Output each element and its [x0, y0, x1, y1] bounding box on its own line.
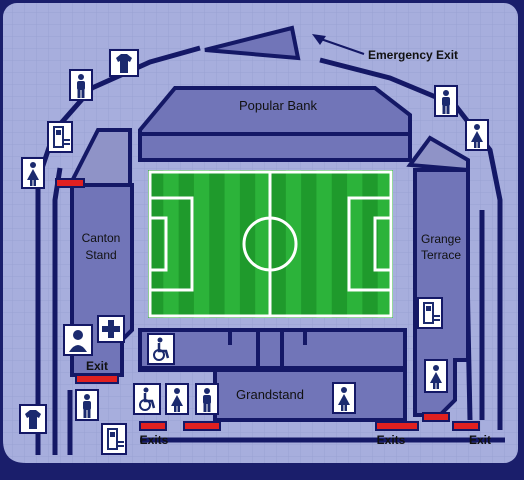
exit-markers [55, 178, 480, 431]
male-toilet-icon [69, 69, 93, 101]
grange-terrace-stand [406, 135, 470, 417]
phone-icon [47, 121, 73, 153]
emergency-exit-label: Emergency Exit [368, 48, 458, 62]
shirt-icon [109, 49, 139, 77]
female-toilet-icon [165, 383, 189, 415]
exit-label-west: Exit [86, 359, 108, 373]
female-toilet-icon [424, 359, 448, 393]
stand-label-north: Popular Bank [239, 98, 318, 113]
exit-marker-west [75, 374, 119, 384]
exit-marker-southeast-2 [452, 421, 480, 431]
pitch-stripe [316, 170, 332, 318]
wheelchair-icon [147, 333, 175, 365]
steward-icon [63, 324, 93, 356]
football-pitch [148, 170, 393, 318]
frame-bottom [3, 440, 518, 475]
exit-marker-south-1 [139, 421, 167, 431]
stand-label-west-1: Canton [82, 231, 121, 245]
male-toilet-icon [434, 85, 458, 117]
pitch-stripe [224, 170, 240, 318]
exit-marker-south-3 [375, 421, 419, 431]
exit-marker-southeast-1 [422, 412, 450, 422]
phone-icon [417, 297, 443, 329]
female-toilet-icon [465, 119, 489, 151]
pitch-stripe [163, 170, 179, 318]
pitch-stripe [193, 170, 210, 318]
shirt-icon [19, 404, 47, 434]
wheelchair-icon [133, 383, 161, 415]
female-toilet-icon [21, 157, 45, 189]
northeast-wedge [204, 25, 301, 61]
pitch-stripe [285, 170, 302, 318]
phone-icon [101, 423, 127, 455]
popular-bank-stand [138, 86, 412, 162]
male-toilet-icon [75, 389, 99, 421]
emergency-exit-arrow [312, 34, 365, 55]
stand-label-west-2: Stand [85, 248, 116, 262]
exit-label-southeast: Exit [469, 433, 491, 447]
exit-marker-west-upper [55, 178, 85, 188]
female-toilet-icon [332, 382, 356, 414]
pitch-stripe [255, 170, 271, 318]
pitch-stripe [347, 170, 363, 318]
male-toilet-icon [195, 383, 219, 415]
exit-marker-south-2 [183, 421, 221, 431]
exit-label-south-left: Exits [140, 433, 169, 447]
stand-label-south: Grandstand [236, 387, 304, 402]
stand-label-east-2: Terrace [421, 248, 461, 262]
first-aid-icon [97, 315, 125, 343]
pitch-stripe [377, 170, 393, 318]
stand-label-east-1: Grange [421, 232, 461, 246]
exit-label-south-right: Exits [377, 433, 406, 447]
